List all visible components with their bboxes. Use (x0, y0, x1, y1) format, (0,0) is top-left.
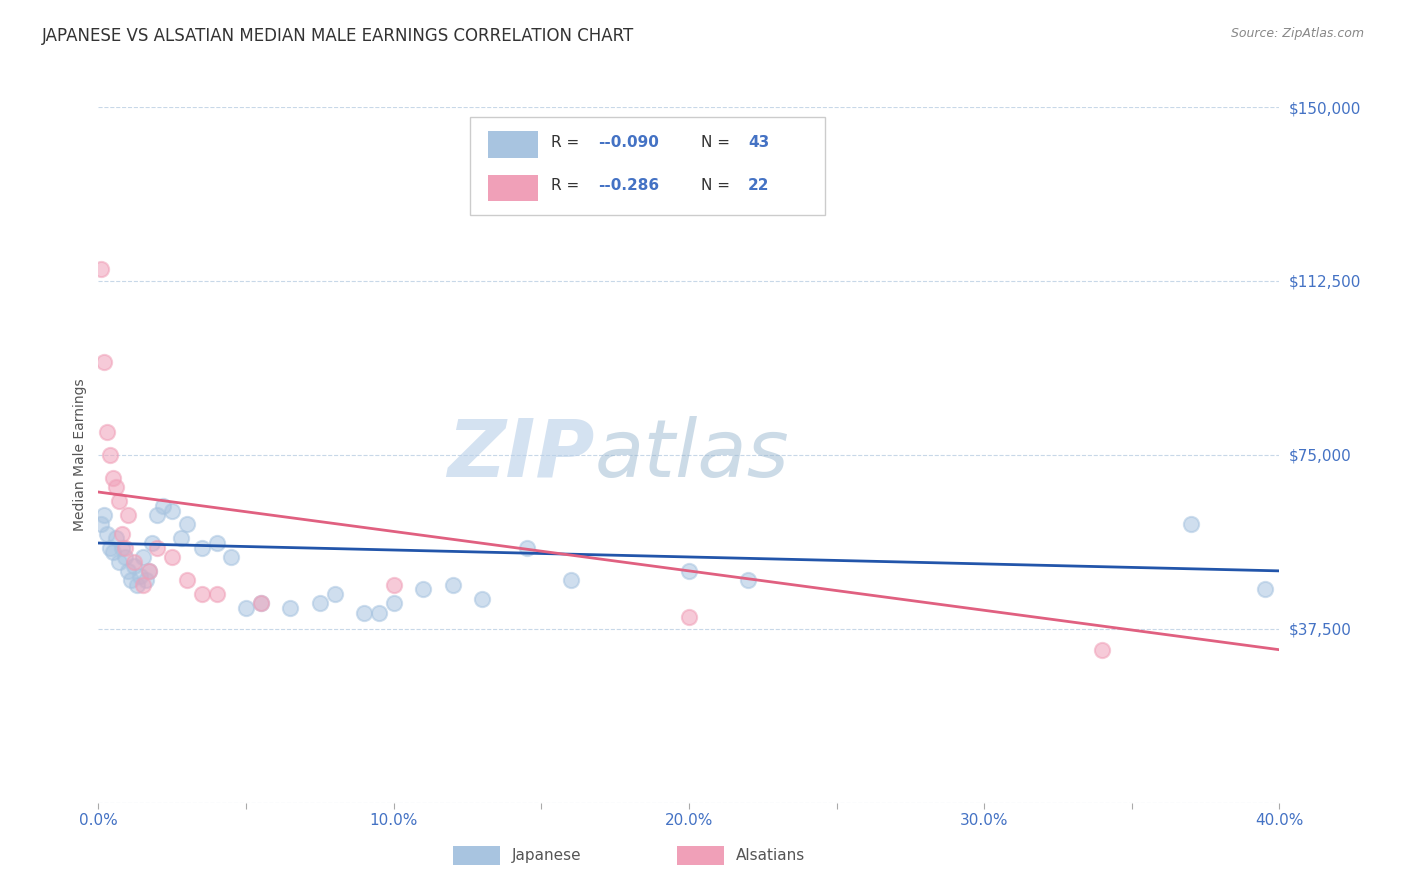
Text: JAPANESE VS ALSATIAN MEDIAN MALE EARNINGS CORRELATION CHART: JAPANESE VS ALSATIAN MEDIAN MALE EARNING… (42, 27, 634, 45)
Point (205, 587, 228, 601)
Point (162, 549, 183, 564)
Bar (488, 131, 537, 158)
Point (146, 541, 169, 555)
Point (353, 606, 375, 620)
Point (141, 536, 163, 550)
Point (170, 532, 193, 546)
Text: 22: 22 (748, 178, 769, 194)
Point (108, 494, 131, 508)
Point (471, 591, 494, 606)
Text: 43: 43 (748, 135, 769, 150)
Point (1091, 642, 1114, 657)
Point (205, 536, 228, 550)
Point (103, 545, 125, 559)
Point (219, 549, 242, 564)
Point (103, 471, 125, 485)
Text: --0.286: --0.286 (598, 178, 659, 194)
Point (737, 573, 759, 587)
Point (111, 526, 134, 541)
Y-axis label: Median Male Earnings: Median Male Earnings (73, 378, 87, 532)
Text: Japanese: Japanese (512, 848, 582, 863)
Point (309, 596, 332, 610)
Point (278, 601, 302, 615)
Point (111, 541, 134, 555)
Point (515, 541, 537, 555)
Text: atlas: atlas (595, 416, 789, 494)
Point (132, 549, 155, 564)
Bar (678, 846, 724, 865)
Point (132, 578, 155, 592)
FancyBboxPatch shape (471, 118, 825, 215)
Text: N =: N = (700, 178, 734, 194)
Bar (453, 846, 501, 865)
Point (441, 578, 464, 592)
Point (98, 541, 121, 555)
Point (176, 573, 198, 587)
Point (678, 610, 700, 624)
Point (96, 526, 118, 541)
Point (146, 508, 169, 523)
Point (120, 573, 142, 587)
Point (122, 555, 145, 569)
Point (114, 541, 136, 555)
Point (678, 564, 700, 578)
Point (382, 578, 405, 592)
Text: R =: R = (551, 135, 583, 150)
Text: ZIP: ZIP (447, 416, 595, 494)
Point (114, 549, 136, 564)
Point (138, 564, 160, 578)
Point (1180, 517, 1202, 532)
Point (235, 601, 257, 615)
Point (98, 448, 121, 462)
Point (90, 262, 112, 277)
Point (125, 578, 148, 592)
Point (560, 573, 582, 587)
Point (323, 587, 346, 601)
Point (105, 480, 128, 494)
Text: R =: R = (551, 178, 583, 194)
Text: N =: N = (700, 135, 734, 150)
Point (108, 555, 131, 569)
Point (191, 587, 214, 601)
Point (152, 499, 174, 513)
Point (382, 596, 405, 610)
Point (250, 596, 273, 610)
Point (96, 425, 118, 439)
Text: Alsatians: Alsatians (737, 848, 806, 863)
Point (176, 517, 198, 532)
Point (412, 582, 434, 597)
Point (117, 564, 139, 578)
Text: --0.090: --0.090 (598, 135, 659, 150)
Point (117, 508, 139, 523)
Bar (488, 175, 537, 201)
Point (93, 508, 115, 523)
Point (135, 573, 157, 587)
Point (191, 541, 214, 555)
Text: Source: ZipAtlas.com: Source: ZipAtlas.com (1230, 27, 1364, 40)
Point (122, 559, 145, 574)
Point (128, 568, 150, 582)
Point (90, 517, 112, 532)
Point (105, 532, 128, 546)
Point (1254, 582, 1277, 597)
Point (250, 596, 273, 610)
Point (368, 606, 391, 620)
Point (162, 503, 183, 517)
Point (138, 564, 160, 578)
Point (93, 355, 115, 369)
